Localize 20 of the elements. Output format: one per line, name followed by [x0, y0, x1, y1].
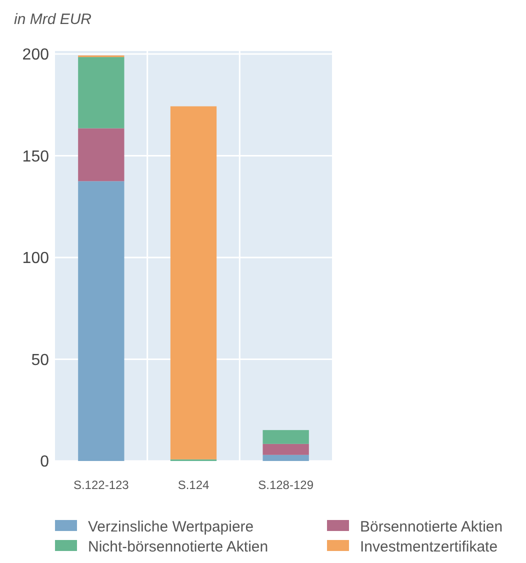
bar [78, 128, 124, 182]
y-tick-label: 0 [40, 454, 50, 471]
bar [170, 106, 217, 460]
y-tick-label: 200 [22, 46, 50, 64]
bar [78, 181, 124, 461]
x-tick-label: S.122-123 [73, 478, 130, 492]
x-tick-label: S.128-129 [258, 478, 314, 492]
y-tick-label: 150 [22, 148, 50, 166]
y-axis-title: in Mrd EUR [14, 11, 92, 28]
y-tick-label: 100 [22, 250, 50, 268]
bar [262, 444, 309, 455]
x-tick-label: S.124 [178, 478, 210, 492]
legend-label: Börsennotierte Aktien [360, 518, 503, 536]
bar [262, 430, 309, 444]
legend-label: Verzinsliche Wertpapiere [88, 518, 254, 536]
legend-label: Nicht-börsennotierte Aktien [88, 538, 268, 556]
bar [262, 454, 309, 461]
y-tick-label: 50 [31, 352, 50, 369]
bar [78, 57, 124, 128]
legend-label: Investmentzertifikate [360, 538, 498, 556]
